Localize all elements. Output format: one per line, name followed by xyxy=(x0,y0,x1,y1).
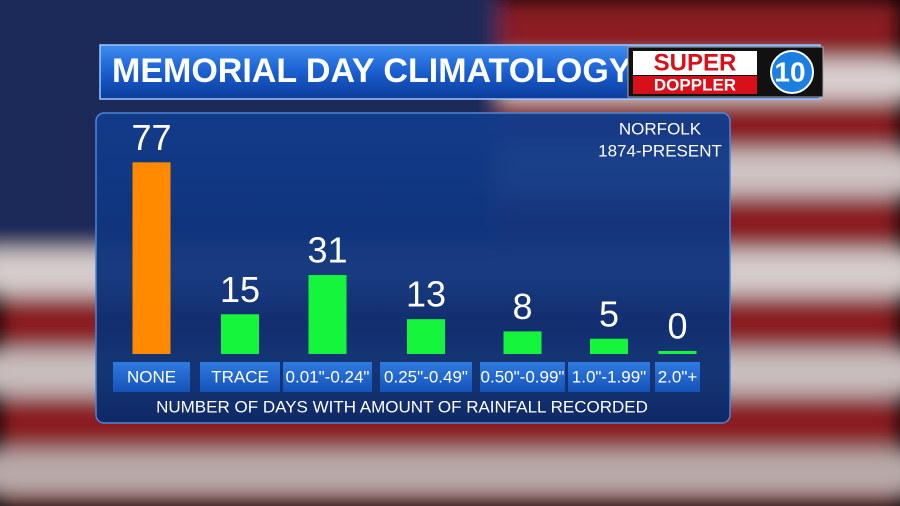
x-tick-label: 2.0"+ xyxy=(658,367,698,386)
bar xyxy=(407,319,445,354)
value-label: 5 xyxy=(599,293,619,334)
value-label: 77 xyxy=(131,117,171,158)
x-tick-label: 0.25"-0.49" xyxy=(384,367,468,386)
category-box xyxy=(380,362,472,392)
subtitle: 1874-PRESENT xyxy=(598,141,722,160)
bar xyxy=(658,351,697,354)
x-tick-label: 0.50"-0.99" xyxy=(481,367,565,386)
value-label: 13 xyxy=(406,274,446,315)
logo: SUPER DOPPLER 10 xyxy=(627,46,824,98)
bar xyxy=(132,162,171,354)
logo-top: SUPER xyxy=(654,49,737,76)
logo-bottom: DOPPLER xyxy=(654,75,736,94)
bar xyxy=(503,331,542,354)
bar xyxy=(590,338,628,354)
value-label: 8 xyxy=(512,286,532,327)
x-tick-label: NONE xyxy=(127,367,176,386)
category-box xyxy=(568,362,650,392)
value-label: 15 xyxy=(220,269,260,310)
bar xyxy=(308,275,347,354)
category-box xyxy=(283,362,372,392)
value-label: 31 xyxy=(307,230,347,271)
category-box xyxy=(655,362,700,392)
x-tick-label: 0.01"-0.24" xyxy=(286,367,370,386)
x-tick-label: 1.0"-1.99" xyxy=(572,367,646,386)
category-box xyxy=(480,362,565,392)
x-axis-label: NUMBER OF DAYS WITH AMOUNT OF RAINFALL R… xyxy=(156,397,648,416)
subtitle: NORFOLK xyxy=(619,119,702,138)
x-tick-label: TRACE xyxy=(211,367,269,386)
title: MEMORIAL DAY CLIMATOLOGY xyxy=(112,52,632,90)
category-box xyxy=(200,362,280,392)
bar xyxy=(221,314,259,354)
value-label: 0 xyxy=(667,306,687,347)
category-box xyxy=(113,362,190,392)
logo-number: 10 xyxy=(774,56,805,87)
